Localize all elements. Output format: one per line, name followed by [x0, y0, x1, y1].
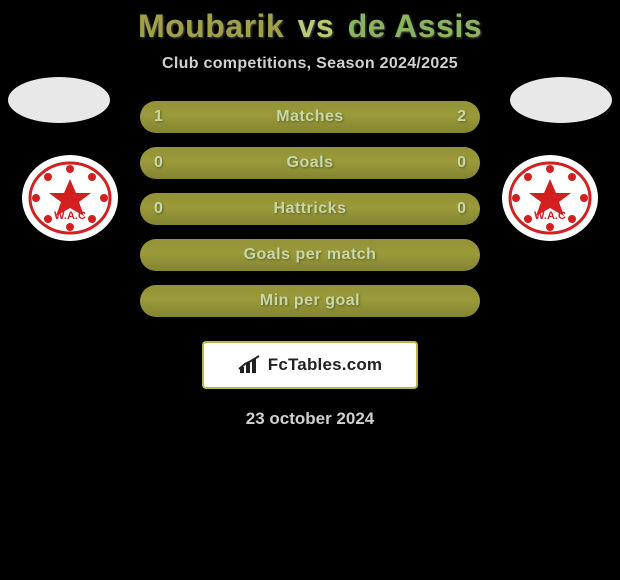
stat-bar-matches: 1 Matches 2: [140, 101, 480, 133]
comparison-area: W.A.C W.A.C 1 Matches 2: [0, 101, 620, 317]
player2-portrait-placeholder: [510, 77, 612, 123]
stat-left-value: 1: [154, 101, 163, 133]
player2-club-crest: W.A.C: [500, 153, 600, 243]
brand-badge: FcTables.com: [202, 341, 418, 389]
stat-right-value: 0: [457, 147, 466, 179]
bar-chart-icon: [238, 355, 262, 375]
stat-left-value: 0: [154, 193, 163, 225]
subtitle: Club competitions, Season 2024/2025: [0, 55, 620, 73]
stat-label: Goals: [287, 154, 334, 172]
card-root: Moubarik vs de Assis Club competitions, …: [0, 0, 620, 429]
stat-left-value: 0: [154, 147, 163, 179]
player1-name: Moubarik: [138, 8, 284, 44]
player2-name: de Assis: [348, 8, 482, 44]
stats-column: 1 Matches 2 0 Goals 0 0 Hattricks 0 Goal…: [140, 101, 480, 317]
vs-separator: vs: [298, 8, 335, 44]
stat-bar-min-per-goal: Min per goal: [140, 285, 480, 317]
brand-text: FcTables.com: [268, 355, 383, 375]
stat-bar-goals: 0 Goals 0: [140, 147, 480, 179]
svg-text:W.A.C: W.A.C: [54, 210, 86, 222]
stat-label: Goals per match: [244, 246, 377, 264]
stat-right-value: 0: [457, 193, 466, 225]
stat-bar-hattricks: 0 Hattricks 0: [140, 193, 480, 225]
headline: Moubarik vs de Assis: [0, 8, 620, 45]
wac-crest-icon: W.A.C: [500, 153, 600, 243]
as-of-date: 23 october 2024: [0, 409, 620, 429]
svg-text:W.A.C: W.A.C: [534, 210, 566, 222]
stat-label: Min per goal: [260, 292, 360, 310]
player1-club-crest: W.A.C: [20, 153, 120, 243]
stat-label: Matches: [276, 108, 344, 126]
stat-label: Hattricks: [274, 200, 347, 218]
wac-crest-icon: W.A.C: [20, 153, 120, 243]
player1-portrait-placeholder: [8, 77, 110, 123]
stat-right-value: 2: [457, 101, 466, 133]
stat-bar-goals-per-match: Goals per match: [140, 239, 480, 271]
